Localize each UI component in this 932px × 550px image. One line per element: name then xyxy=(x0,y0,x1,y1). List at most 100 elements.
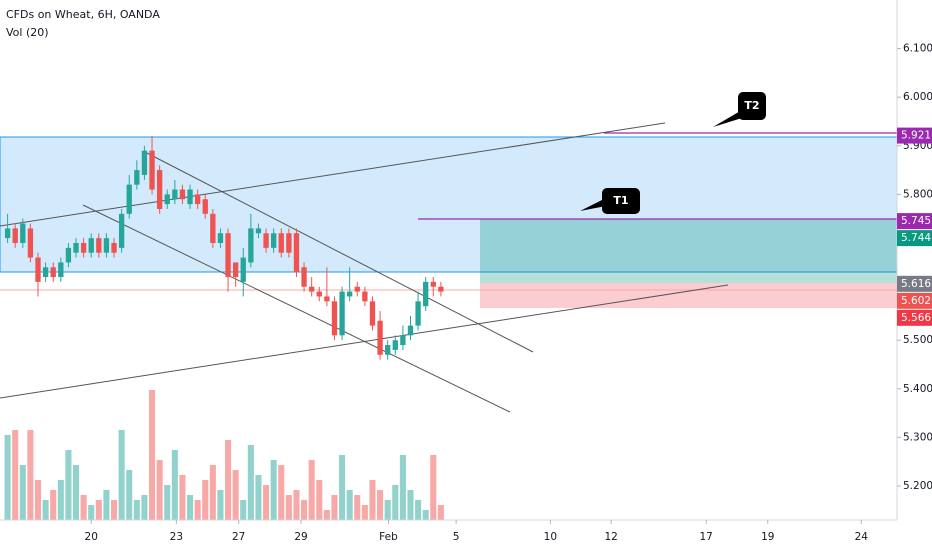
volume-bar xyxy=(65,450,72,520)
x-tick-label: 5 xyxy=(453,531,460,543)
y-tick-label: 5.500 xyxy=(903,334,932,346)
volume-bar xyxy=(308,460,315,520)
volume-bar xyxy=(240,500,247,520)
volume-bar xyxy=(255,475,262,520)
candle-body xyxy=(194,194,201,205)
volume-bar xyxy=(19,465,26,520)
plot xyxy=(4,136,444,520)
chart-title: CFDs on Wheat, 6H, OANDA xyxy=(6,8,160,21)
candle-body xyxy=(392,340,398,350)
volume-bar xyxy=(323,510,330,520)
y-tick-label: 6.100 xyxy=(903,43,932,55)
candle-body xyxy=(126,184,132,214)
callout-label: T1 xyxy=(613,194,628,207)
volume-bar xyxy=(331,495,338,520)
price-tag-label: 5.744 xyxy=(901,232,931,244)
volume-bar xyxy=(301,500,308,520)
volume-bar xyxy=(270,460,277,520)
callout-pointer xyxy=(713,110,742,127)
candle-body xyxy=(103,238,110,253)
candle-body xyxy=(111,242,117,253)
candle-body xyxy=(286,233,292,253)
price-tag xyxy=(897,127,932,144)
y-tick-label: 6.000 xyxy=(903,91,932,103)
candle-body xyxy=(415,301,421,326)
volume-bar xyxy=(80,495,87,520)
candle-body xyxy=(407,325,414,336)
trend-line xyxy=(0,122,666,227)
y-tick-label: 5.200 xyxy=(903,480,932,492)
volume-bar xyxy=(156,460,163,520)
volume-bar xyxy=(118,430,125,520)
candle-body xyxy=(96,238,102,253)
candle-body xyxy=(4,228,11,239)
x-tick-label: 29 xyxy=(294,531,307,543)
candle-body xyxy=(20,223,26,243)
candle-body xyxy=(42,267,49,278)
volume-bar xyxy=(187,495,194,520)
volume-bar xyxy=(430,455,437,520)
price-tag-label: 5.921 xyxy=(901,130,931,142)
volume-bar xyxy=(415,500,422,520)
volume-bar xyxy=(171,450,178,520)
price-tag xyxy=(897,275,932,292)
candle-body xyxy=(271,233,277,248)
volume-bar xyxy=(392,485,399,520)
candle-body xyxy=(385,345,391,355)
volume-bar xyxy=(278,465,285,520)
volume-bar xyxy=(225,440,232,520)
price-tag xyxy=(897,230,932,247)
candle-body xyxy=(141,150,148,175)
candle-body xyxy=(172,189,178,200)
candle-body xyxy=(263,233,269,248)
volume-bar xyxy=(148,390,156,520)
volume-bar xyxy=(12,430,19,520)
volume-bar xyxy=(217,490,224,520)
candle-body xyxy=(179,189,186,200)
volume-bar xyxy=(57,480,64,520)
candle-body xyxy=(324,296,330,302)
volume-bar xyxy=(34,480,42,520)
volume-bar xyxy=(377,490,384,520)
trend-line xyxy=(82,204,511,413)
x-tick-label: 17 xyxy=(700,531,713,543)
trend-line xyxy=(144,151,534,353)
x-tick-label: 10 xyxy=(544,531,557,543)
volume-bar xyxy=(399,455,406,520)
x-tick-label: 27 xyxy=(232,531,245,543)
volume-bar xyxy=(141,495,148,520)
candle-body xyxy=(232,262,239,278)
candle-body xyxy=(430,281,436,287)
price-tag-label: 5.602 xyxy=(901,295,931,307)
candle-body xyxy=(278,233,284,253)
volume-bar xyxy=(179,475,186,520)
volume-bar xyxy=(202,480,209,520)
candle-body xyxy=(255,228,262,234)
volume-bar xyxy=(103,490,110,520)
volume-bar xyxy=(72,465,80,520)
x-tick-label: 24 xyxy=(855,531,869,543)
profit-zone xyxy=(480,219,897,283)
volume-bar xyxy=(293,490,300,520)
volume-bar xyxy=(339,455,346,520)
callout-pointer xyxy=(580,198,606,211)
candle-body xyxy=(301,267,307,287)
volume-bar xyxy=(50,490,57,520)
volume-bar xyxy=(27,430,34,520)
volume-bar xyxy=(194,500,201,520)
volume-bar xyxy=(263,485,270,520)
x-tick-label: Feb xyxy=(379,531,398,543)
candle-body xyxy=(88,238,94,253)
candle-body xyxy=(202,199,208,214)
price-tag xyxy=(897,292,932,309)
volume-bar xyxy=(95,500,102,520)
volume-bar xyxy=(232,470,239,520)
volume-bar xyxy=(354,495,361,520)
callout xyxy=(602,188,640,214)
candle-body xyxy=(248,228,254,263)
candle-body xyxy=(35,257,41,282)
volume-bar xyxy=(422,510,429,520)
candle-body xyxy=(347,291,353,297)
